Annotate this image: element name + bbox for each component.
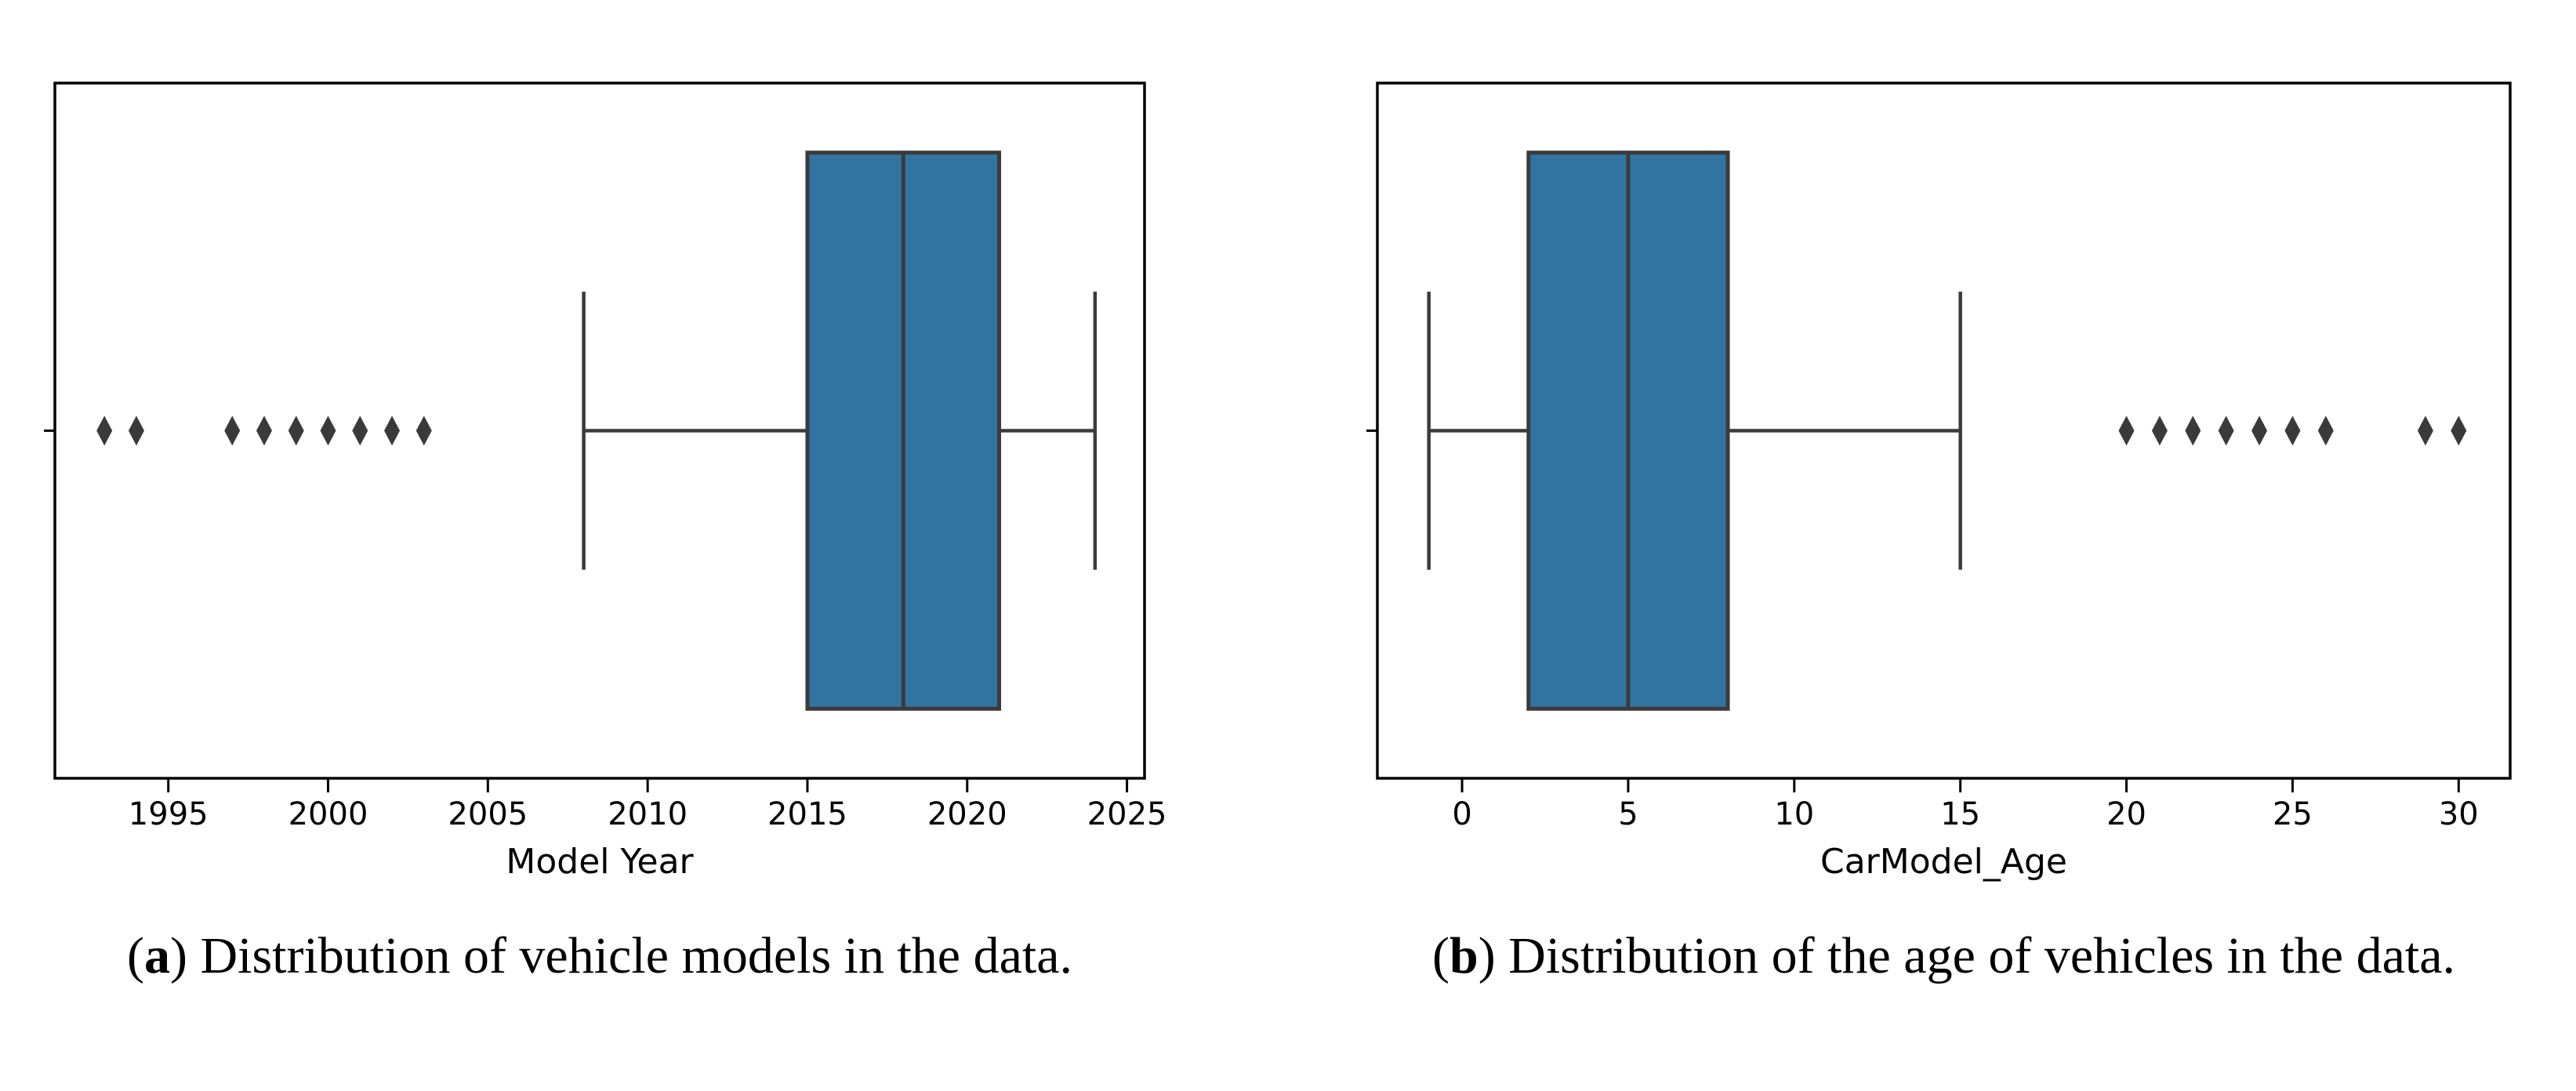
outlier-diamond: [2417, 415, 2433, 446]
outlier-diamond: [288, 415, 304, 446]
x-tick-label: 30: [2439, 796, 2479, 832]
x-tick-label: 10: [1774, 796, 1814, 832]
outlier-diamond: [2317, 415, 2334, 446]
x-tick-label: 2025: [1087, 796, 1167, 832]
outlier-diamond: [256, 415, 272, 446]
outlier-diamond: [224, 415, 241, 446]
caption-a: (a) Distribution of vehicle models in th…: [55, 915, 1145, 997]
caption-b-label: (b): [1431, 927, 1496, 984]
outlier-diamond: [2151, 415, 2168, 446]
caption-b: (b) Distribution of the age of vehicles …: [1377, 915, 2510, 997]
x-tick-label: 2010: [608, 796, 688, 832]
outlier-diamond: [384, 415, 401, 446]
x-tick-label: 2015: [767, 796, 847, 832]
x-tick-label: 2020: [927, 796, 1007, 832]
x-tick-label: 20: [2106, 796, 2146, 832]
boxplot-carmodel-age: 0 5 10 15 20 25 30 CarModel_Age: [1366, 82, 2512, 882]
x-tick-label: 1995: [129, 796, 209, 832]
x-axis-label: CarModel_Age: [1820, 842, 2067, 882]
outlier-diamond: [2218, 415, 2234, 446]
x-axis-label: Model Year: [506, 842, 694, 882]
outlier-diamond: [96, 415, 113, 446]
x-tick-label: 25: [2273, 796, 2313, 832]
caption-a-text: Distribution of vehicle models in the da…: [200, 927, 1073, 984]
outlier-diamond: [2284, 415, 2301, 446]
x-tick-label: 5: [1618, 796, 1638, 832]
outlier-diamond: [2185, 415, 2201, 446]
x-tick-label: 2005: [448, 796, 528, 832]
x-tick-label: 15: [1940, 796, 1980, 832]
outlier-diamond: [2251, 415, 2268, 446]
outlier-diamond: [320, 415, 336, 446]
boxplot-model-year: 1995 2000 2005 2010 2015 2020 2025 Model Year: [44, 82, 1167, 882]
outlier-diamond: [352, 415, 368, 446]
outlier-diamond: [415, 415, 432, 446]
caption-a-label: (a): [126, 927, 187, 984]
caption-b-text: Distribution of the age of vehicles in t…: [1508, 927, 2455, 984]
outlier-diamond: [128, 415, 144, 446]
x-tick-label: 2000: [288, 796, 368, 832]
outlier-diamond: [2451, 415, 2467, 446]
x-tick-label: 0: [1452, 796, 1471, 832]
outlier-diamond: [2118, 415, 2135, 446]
